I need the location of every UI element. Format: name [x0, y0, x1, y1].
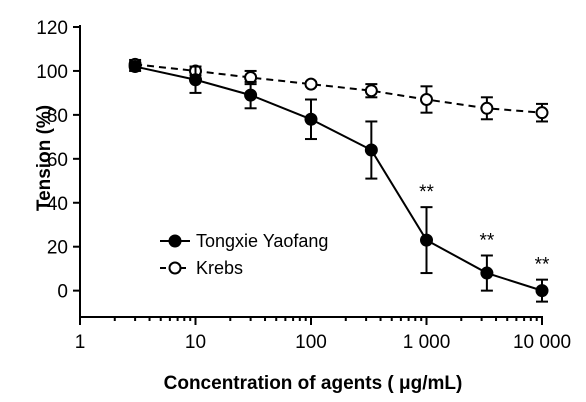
data-point — [535, 284, 549, 298]
data-point — [420, 93, 433, 106]
legend-label: Krebs — [196, 258, 243, 278]
data-point — [364, 143, 378, 157]
x-tick-label: 10 000 — [513, 332, 571, 353]
data-point — [480, 101, 494, 115]
legend-item-krebs: Krebs — [160, 258, 243, 278]
y-axis-title: Tension (%) — [34, 105, 55, 211]
y-tick-label: 0 — [57, 282, 68, 303]
data-point — [364, 84, 378, 98]
data-point — [128, 60, 142, 74]
data-point — [535, 106, 549, 120]
data-point — [189, 73, 202, 87]
y-tick-label: 20 — [47, 238, 68, 259]
y-tick-label: 60 — [47, 150, 68, 171]
legend: Tongxie Yaofang Krebs — [160, 231, 328, 278]
legend-marker — [168, 234, 182, 248]
y-tick-label: 40 — [47, 194, 68, 215]
x-ticks: 1 10 100 1 000 10 000 — [75, 317, 571, 353]
legend-marker — [168, 261, 182, 275]
data-point — [480, 266, 494, 280]
y-axis: 0 20 40 60 80 100 120 — [36, 18, 81, 317]
y-tick-label: 120 — [36, 18, 68, 39]
x-tick-label: 10 — [185, 332, 206, 353]
legend-item-tongxie-yaofang: Tongxie Yaofang — [160, 231, 328, 251]
significance-label: ** — [535, 255, 550, 276]
plot-area: ** ** ** — [128, 57, 550, 303]
significance-label: ** — [479, 230, 494, 251]
series-line — [134, 65, 543, 292]
x-tick-label: 1 — [75, 332, 86, 353]
data-point — [420, 233, 433, 247]
legend-label: Tongxie Yaofang — [196, 231, 328, 251]
data-point — [304, 112, 318, 126]
data-point — [304, 77, 318, 91]
data-point — [244, 88, 258, 102]
y-ticks: 0 20 40 60 80 100 120 — [36, 18, 80, 303]
x-tick-label: 1 000 — [403, 332, 451, 353]
x-axis: 1 10 100 1 000 10 000 — [75, 316, 571, 353]
series-tongxie-yaofang: ** ** ** — [128, 60, 550, 303]
series-krebs — [128, 57, 549, 123]
x-axis-title: Concentration of agents ( μg/mL) — [164, 373, 463, 394]
series-line — [134, 63, 543, 114]
y-tick-label: 100 — [36, 62, 68, 83]
y-tick-label: 80 — [47, 106, 68, 127]
x-tick-label: 100 — [295, 332, 327, 353]
significance-label: ** — [419, 182, 434, 203]
